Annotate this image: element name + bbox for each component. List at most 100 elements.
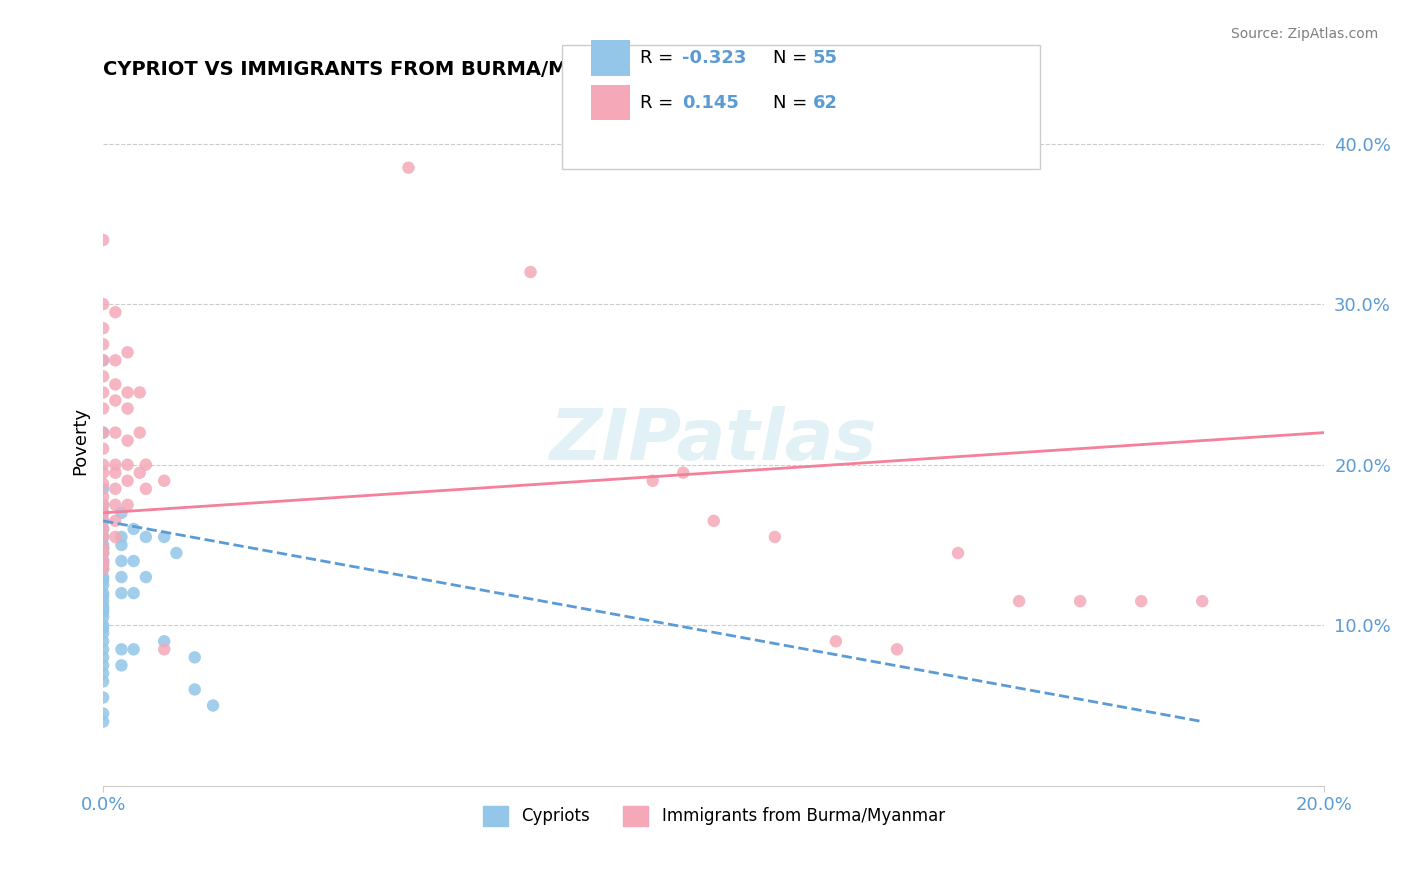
Point bbox=[1191, 594, 1213, 608]
Point bbox=[91, 578, 114, 592]
Point bbox=[110, 530, 132, 544]
Point bbox=[110, 554, 132, 568]
Point bbox=[153, 530, 176, 544]
Legend: Cypriots, Immigrants from Burma/Myanmar: Cypriots, Immigrants from Burma/Myanmar bbox=[477, 799, 952, 832]
Point bbox=[91, 562, 114, 576]
Point bbox=[117, 401, 139, 416]
Point bbox=[91, 297, 114, 311]
Point bbox=[104, 498, 127, 512]
Text: ZIPatlas: ZIPatlas bbox=[550, 406, 877, 475]
Point bbox=[91, 658, 114, 673]
Point bbox=[1130, 594, 1153, 608]
Point bbox=[153, 474, 176, 488]
Point bbox=[91, 385, 114, 400]
Point bbox=[91, 498, 114, 512]
Point bbox=[91, 538, 114, 552]
Point bbox=[91, 541, 114, 556]
Point bbox=[117, 498, 139, 512]
Point bbox=[122, 642, 145, 657]
Point bbox=[104, 425, 127, 440]
Point bbox=[110, 642, 132, 657]
Point bbox=[91, 233, 114, 247]
Point bbox=[91, 586, 114, 600]
Point bbox=[110, 658, 132, 673]
Point bbox=[117, 434, 139, 448]
Point bbox=[153, 642, 176, 657]
Text: Source: ZipAtlas.com: Source: ZipAtlas.com bbox=[1230, 27, 1378, 41]
Point bbox=[91, 337, 114, 351]
Point bbox=[91, 546, 114, 560]
Point bbox=[91, 558, 114, 572]
Point bbox=[398, 161, 420, 175]
Text: CYPRIOT VS IMMIGRANTS FROM BURMA/MYANMAR POVERTY CORRELATION CHART: CYPRIOT VS IMMIGRANTS FROM BURMA/MYANMAR… bbox=[103, 60, 1008, 78]
Point bbox=[91, 321, 114, 335]
Point bbox=[104, 393, 127, 408]
Point bbox=[703, 514, 725, 528]
Point bbox=[91, 498, 114, 512]
Text: R =: R = bbox=[640, 94, 679, 112]
Point bbox=[91, 706, 114, 721]
Point bbox=[202, 698, 225, 713]
Point bbox=[91, 482, 114, 496]
Point bbox=[91, 401, 114, 416]
Point bbox=[1008, 594, 1031, 608]
Point bbox=[153, 634, 176, 648]
Point bbox=[91, 650, 114, 665]
Point bbox=[91, 442, 114, 456]
Point bbox=[91, 599, 114, 613]
Point bbox=[91, 590, 114, 604]
Point bbox=[117, 474, 139, 488]
Point bbox=[135, 570, 157, 584]
Point bbox=[91, 425, 114, 440]
Point bbox=[91, 622, 114, 636]
Point bbox=[128, 425, 150, 440]
Point bbox=[104, 530, 127, 544]
Point bbox=[91, 626, 114, 640]
Point bbox=[91, 458, 114, 472]
Point bbox=[104, 305, 127, 319]
Point bbox=[183, 650, 205, 665]
Point bbox=[91, 353, 114, 368]
Point bbox=[110, 586, 132, 600]
Point bbox=[110, 506, 132, 520]
Point bbox=[91, 546, 114, 560]
Point bbox=[91, 514, 114, 528]
Point bbox=[91, 522, 114, 536]
Point bbox=[104, 514, 127, 528]
Point bbox=[117, 458, 139, 472]
Point bbox=[104, 482, 127, 496]
Point bbox=[165, 546, 187, 560]
Point bbox=[91, 554, 114, 568]
Point bbox=[104, 466, 127, 480]
Point bbox=[91, 642, 114, 657]
Point bbox=[1069, 594, 1091, 608]
Text: 62: 62 bbox=[813, 94, 838, 112]
Point bbox=[110, 538, 132, 552]
Point bbox=[117, 385, 139, 400]
Point bbox=[91, 602, 114, 616]
Text: N =: N = bbox=[773, 94, 813, 112]
Point bbox=[91, 634, 114, 648]
Text: 0.145: 0.145 bbox=[682, 94, 738, 112]
Point bbox=[91, 530, 114, 544]
Point bbox=[135, 458, 157, 472]
Point bbox=[128, 385, 150, 400]
Point bbox=[91, 574, 114, 588]
Point bbox=[117, 345, 139, 359]
Point bbox=[122, 522, 145, 536]
Point bbox=[91, 690, 114, 705]
Point bbox=[91, 610, 114, 624]
Point bbox=[91, 714, 114, 729]
Point bbox=[91, 490, 114, 504]
Point bbox=[135, 530, 157, 544]
Text: N =: N = bbox=[773, 49, 813, 67]
Point bbox=[128, 466, 150, 480]
Point bbox=[886, 642, 908, 657]
Point bbox=[91, 466, 114, 480]
Point bbox=[91, 674, 114, 689]
Point bbox=[110, 570, 132, 584]
Point bbox=[91, 530, 114, 544]
Point bbox=[91, 477, 114, 491]
Point bbox=[91, 522, 114, 536]
Point bbox=[91, 506, 114, 520]
